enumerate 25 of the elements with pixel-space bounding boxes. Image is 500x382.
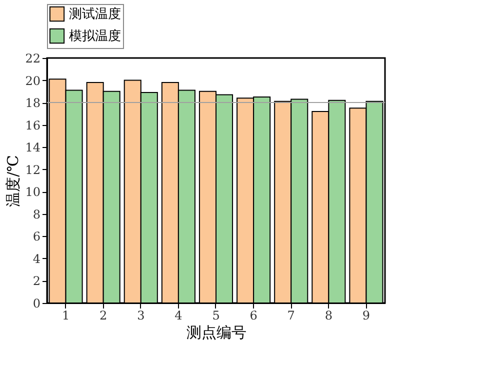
y-tick-label: 18	[25, 96, 40, 110]
y-tick-label: 14	[25, 140, 41, 155]
x-tick-label: 5	[212, 308, 220, 322]
y-axis-title: 温度/℃	[4, 155, 22, 207]
y-tick-label: 0	[32, 296, 40, 310]
y-tick-label: 8	[32, 207, 40, 222]
x-tick-label: 1	[62, 308, 70, 322]
legend-label: 测试温度	[69, 6, 121, 22]
x-tick-label: 2	[100, 308, 108, 322]
x-tick-label: 9	[362, 308, 370, 322]
x-tick-label: 3	[137, 308, 145, 322]
x-tick-label: 7	[287, 308, 295, 322]
x-tick-label: 4	[174, 308, 183, 322]
y-tick-label: 6	[32, 230, 40, 244]
x-axis-title: 测点编号	[186, 324, 246, 342]
y-tick-label: 4	[32, 252, 41, 266]
y-tick-label: 10	[25, 185, 40, 200]
x-tick-label: 8	[324, 308, 332, 322]
legend-label: 模拟温度	[69, 28, 121, 44]
y-tick-label: 20	[25, 74, 40, 88]
x-tick-label: 6	[250, 308, 258, 322]
y-tick-label: 16	[25, 118, 40, 132]
y-tick-label: 22	[25, 52, 40, 66]
y-tick-label: 2	[32, 274, 40, 288]
y-tick-label: 12	[25, 162, 40, 177]
